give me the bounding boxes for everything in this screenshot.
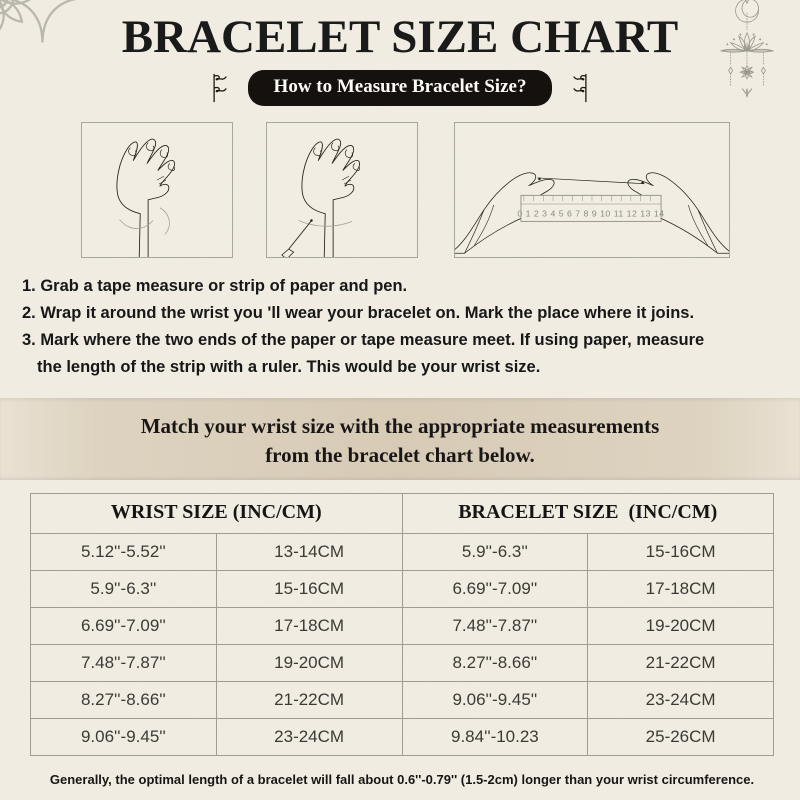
svg-text:0 1 2 3 4 5 6 7 8 9: 0 1 2 3 4 5 6 7 8 9 10 11 12 13 14 <box>517 209 664 219</box>
